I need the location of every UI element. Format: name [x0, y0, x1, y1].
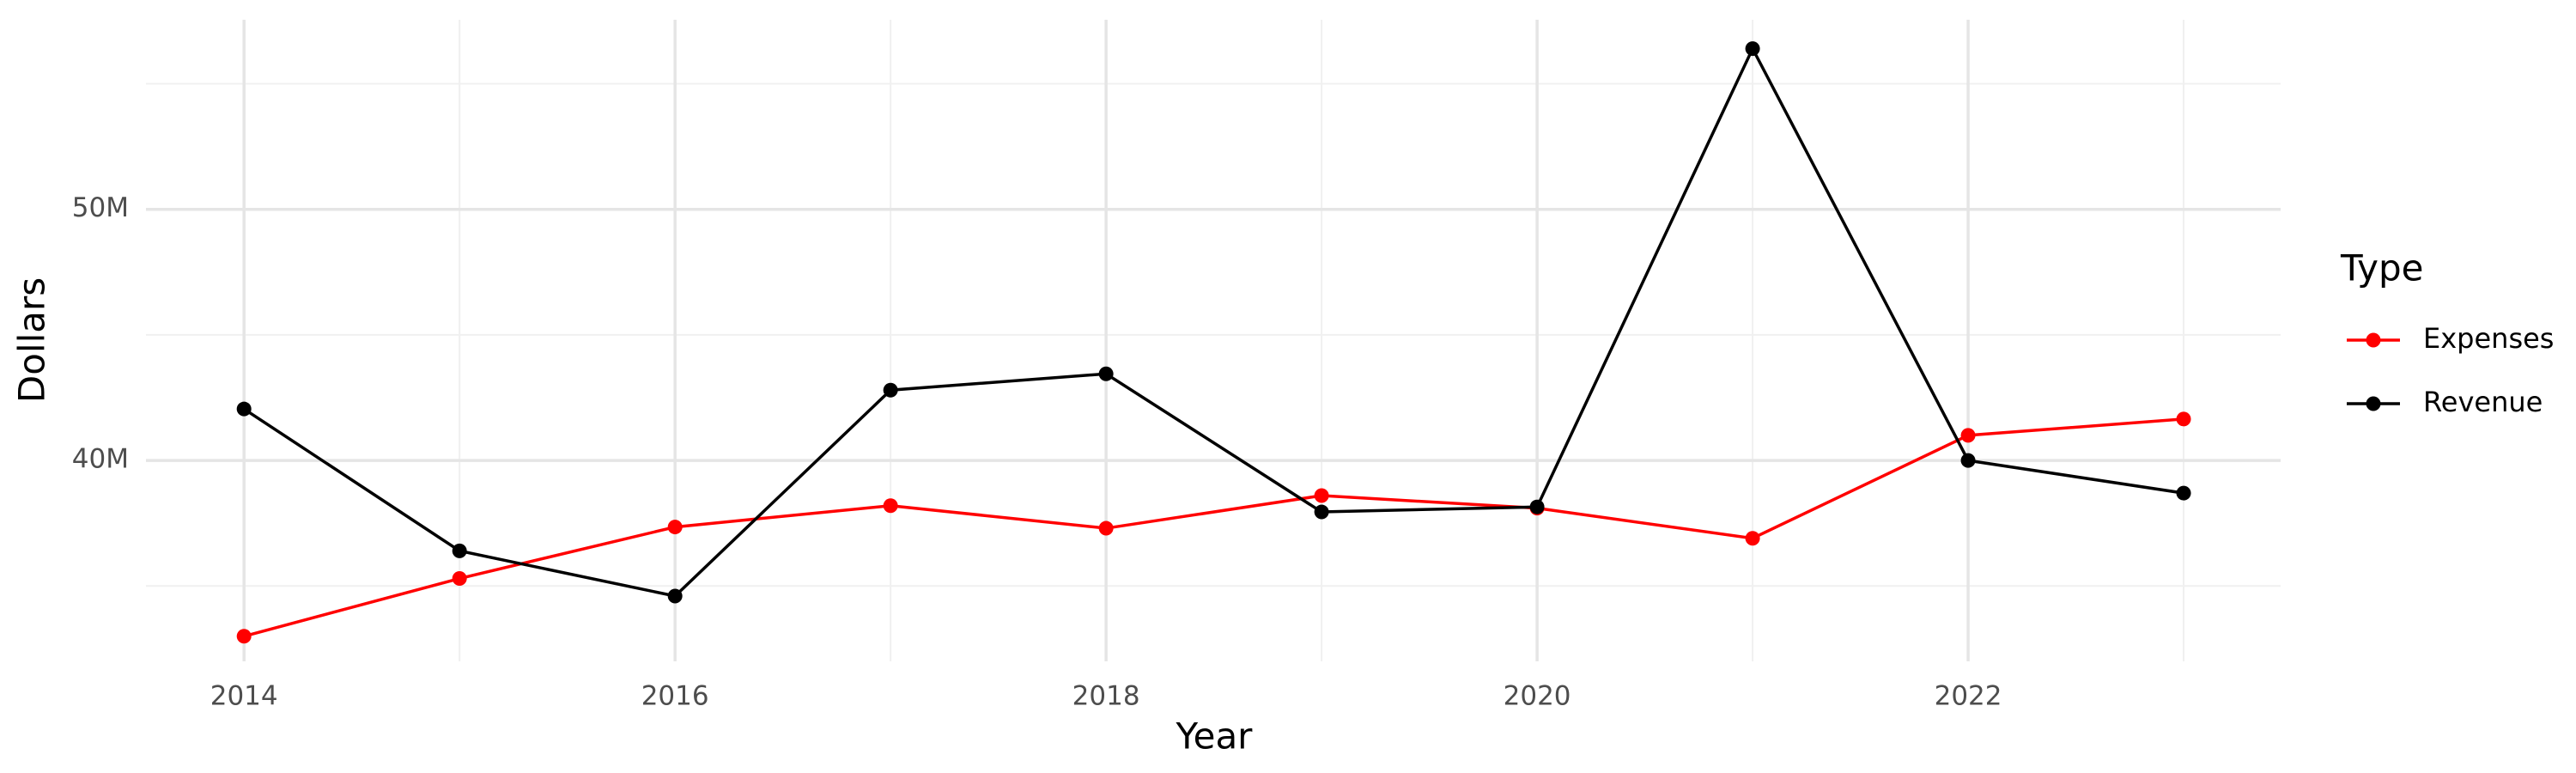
data-point: [1529, 499, 1545, 514]
legend-title: Type: [2340, 247, 2423, 289]
data-point: [1098, 366, 1114, 381]
x-tick-label: 2014: [210, 681, 278, 712]
x-tick-label: 2018: [1072, 681, 1140, 712]
legend-label: Expenses: [2423, 322, 2554, 355]
data-point: [2176, 485, 2191, 501]
data-point: [1745, 41, 1760, 57]
data-point: [883, 498, 898, 514]
x-tick-label: 2016: [641, 681, 709, 712]
y-axis-title: Dollars: [11, 277, 53, 403]
data-point: [1098, 520, 1114, 536]
x-tick-label: 2022: [1935, 681, 2002, 712]
data-point: [452, 543, 467, 558]
data-point: [236, 401, 252, 417]
series-line: [243, 45, 2184, 598]
legend-marker: [2366, 396, 2381, 411]
data-point: [2176, 411, 2191, 427]
data-point: [452, 571, 467, 587]
data-point: [1314, 488, 1329, 503]
data-point: [1960, 453, 1976, 468]
x-tick-label: 2020: [1504, 681, 1571, 712]
y-tick-label: 50M: [72, 192, 129, 223]
data-point: [1745, 531, 1760, 546]
data-point: [1314, 504, 1329, 520]
data-point: [667, 520, 683, 535]
legend-label: Revenue: [2423, 386, 2543, 418]
data-point: [236, 629, 252, 644]
data-point: [883, 382, 898, 398]
series-line: [243, 417, 2184, 638]
y-tick-label: 40M: [72, 444, 129, 475]
legend-marker: [2366, 332, 2381, 348]
x-axis-title: Year: [1176, 715, 1254, 758]
data-point: [1960, 428, 1976, 443]
data-point: [667, 588, 683, 604]
